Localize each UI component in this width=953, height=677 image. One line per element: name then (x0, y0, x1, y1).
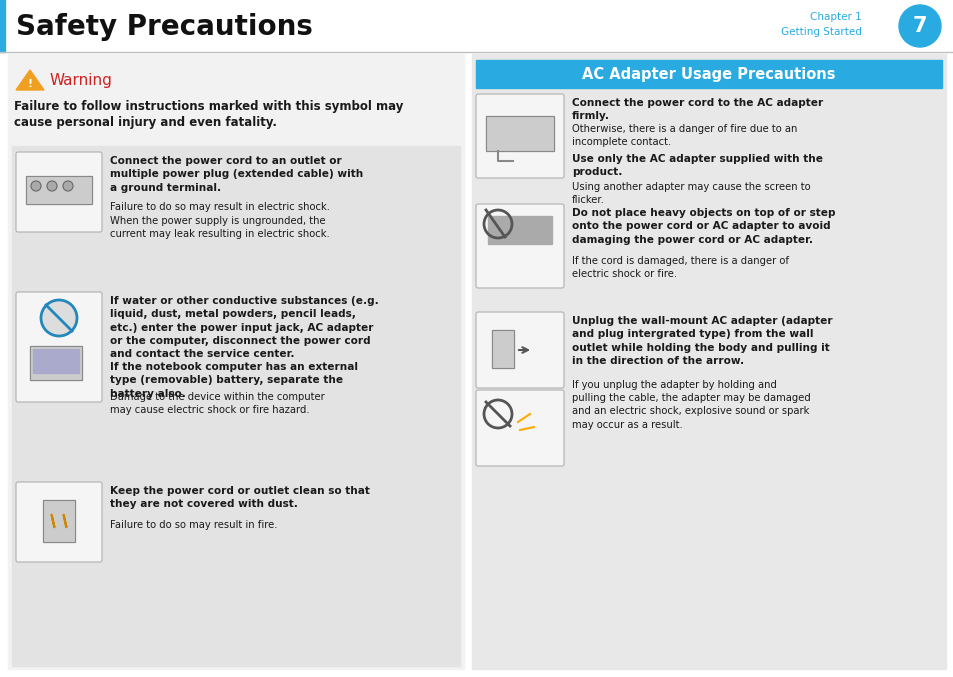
Bar (492, 330, 514, 368)
Polygon shape (16, 70, 44, 90)
Circle shape (898, 5, 940, 47)
Text: Failure to do so may result in fire.: Failure to do so may result in fire. (110, 520, 277, 530)
FancyBboxPatch shape (476, 204, 563, 288)
Text: Failure to do so may result in electric shock.: Failure to do so may result in electric … (110, 202, 330, 212)
FancyArrowPatch shape (64, 515, 67, 527)
Text: Warning: Warning (50, 74, 112, 89)
FancyBboxPatch shape (16, 482, 102, 562)
Bar (12, 146, 459, 666)
Text: If the cord is damaged, there is a danger of
electric shock or fire.: If the cord is damaged, there is a dange… (572, 256, 788, 279)
Text: !: ! (28, 79, 32, 89)
Bar (26, 176, 91, 204)
Bar (472, 54, 945, 669)
FancyBboxPatch shape (16, 292, 102, 402)
Circle shape (47, 181, 57, 191)
Text: Otherwise, there is a danger of fire due to an
incomplete contact.: Otherwise, there is a danger of fire due… (572, 124, 797, 147)
Bar (0, 0, 953, 52)
FancyBboxPatch shape (476, 94, 563, 178)
Bar (485, 116, 554, 151)
Text: Connect the power cord to the AC adapter
firmly.: Connect the power cord to the AC adapter… (572, 98, 822, 121)
Text: If water or other conductive substances (e.g.
liquid, dust, metal powders, penci: If water or other conductive substances … (110, 296, 378, 359)
Text: Unplug the wall-mount AC adapter (adapter
and plug intergrated type) from the wa: Unplug the wall-mount AC adapter (adapte… (572, 316, 832, 366)
FancyBboxPatch shape (476, 390, 563, 466)
Text: If you unplug the adapter by holding and
pulling the cable, the adapter may be d: If you unplug the adapter by holding and… (572, 380, 810, 430)
Text: Getting Started: Getting Started (781, 27, 862, 37)
Bar (30, 346, 82, 380)
Text: Keep the power cord or outlet clean so that
they are not covered with dust.: Keep the power cord or outlet clean so t… (110, 486, 370, 509)
Text: 7: 7 (912, 16, 926, 36)
Text: When the power supply is ungrounded, the
current may leak resulting in electric : When the power supply is ungrounded, the… (110, 216, 330, 239)
FancyArrowPatch shape (51, 515, 54, 527)
Bar (43, 500, 75, 542)
Bar (26, 176, 91, 204)
Bar (33, 349, 79, 373)
Bar (8, 54, 463, 669)
Text: Use only the AC adapter supplied with the
product.: Use only the AC adapter supplied with th… (572, 154, 822, 177)
Text: Damage to the device within the computer
may cause electric shock or fire hazard: Damage to the device within the computer… (110, 392, 324, 415)
Text: cause personal injury and even fatality.: cause personal injury and even fatality. (14, 116, 276, 129)
FancyBboxPatch shape (16, 152, 102, 232)
Text: Safety Precautions: Safety Precautions (16, 13, 313, 41)
Circle shape (41, 300, 77, 336)
Text: AC Adapter Usage Precautions: AC Adapter Usage Precautions (581, 66, 835, 81)
Bar (476, 60, 941, 88)
Bar (488, 216, 552, 244)
FancyBboxPatch shape (476, 312, 563, 388)
Text: Do not place heavy objects on top of or step
onto the power cord or AC adapter t: Do not place heavy objects on top of or … (572, 208, 835, 244)
Bar (0, 0, 5, 52)
Text: Failure to follow instructions marked with this symbol may: Failure to follow instructions marked wi… (14, 100, 403, 113)
Text: Connect the power cord to an outlet or
multiple power plug (extended cable) with: Connect the power cord to an outlet or m… (110, 156, 363, 193)
Bar (492, 330, 514, 368)
Bar (30, 346, 82, 380)
Bar (485, 116, 554, 151)
Text: Using another adapter may cause the screen to
flicker.: Using another adapter may cause the scre… (572, 182, 810, 205)
Circle shape (63, 181, 73, 191)
Circle shape (30, 181, 41, 191)
Text: If the notebook computer has an external
type (removable) battery, separate the
: If the notebook computer has an external… (110, 362, 357, 399)
Bar (43, 500, 75, 542)
Text: Chapter 1: Chapter 1 (809, 12, 862, 22)
